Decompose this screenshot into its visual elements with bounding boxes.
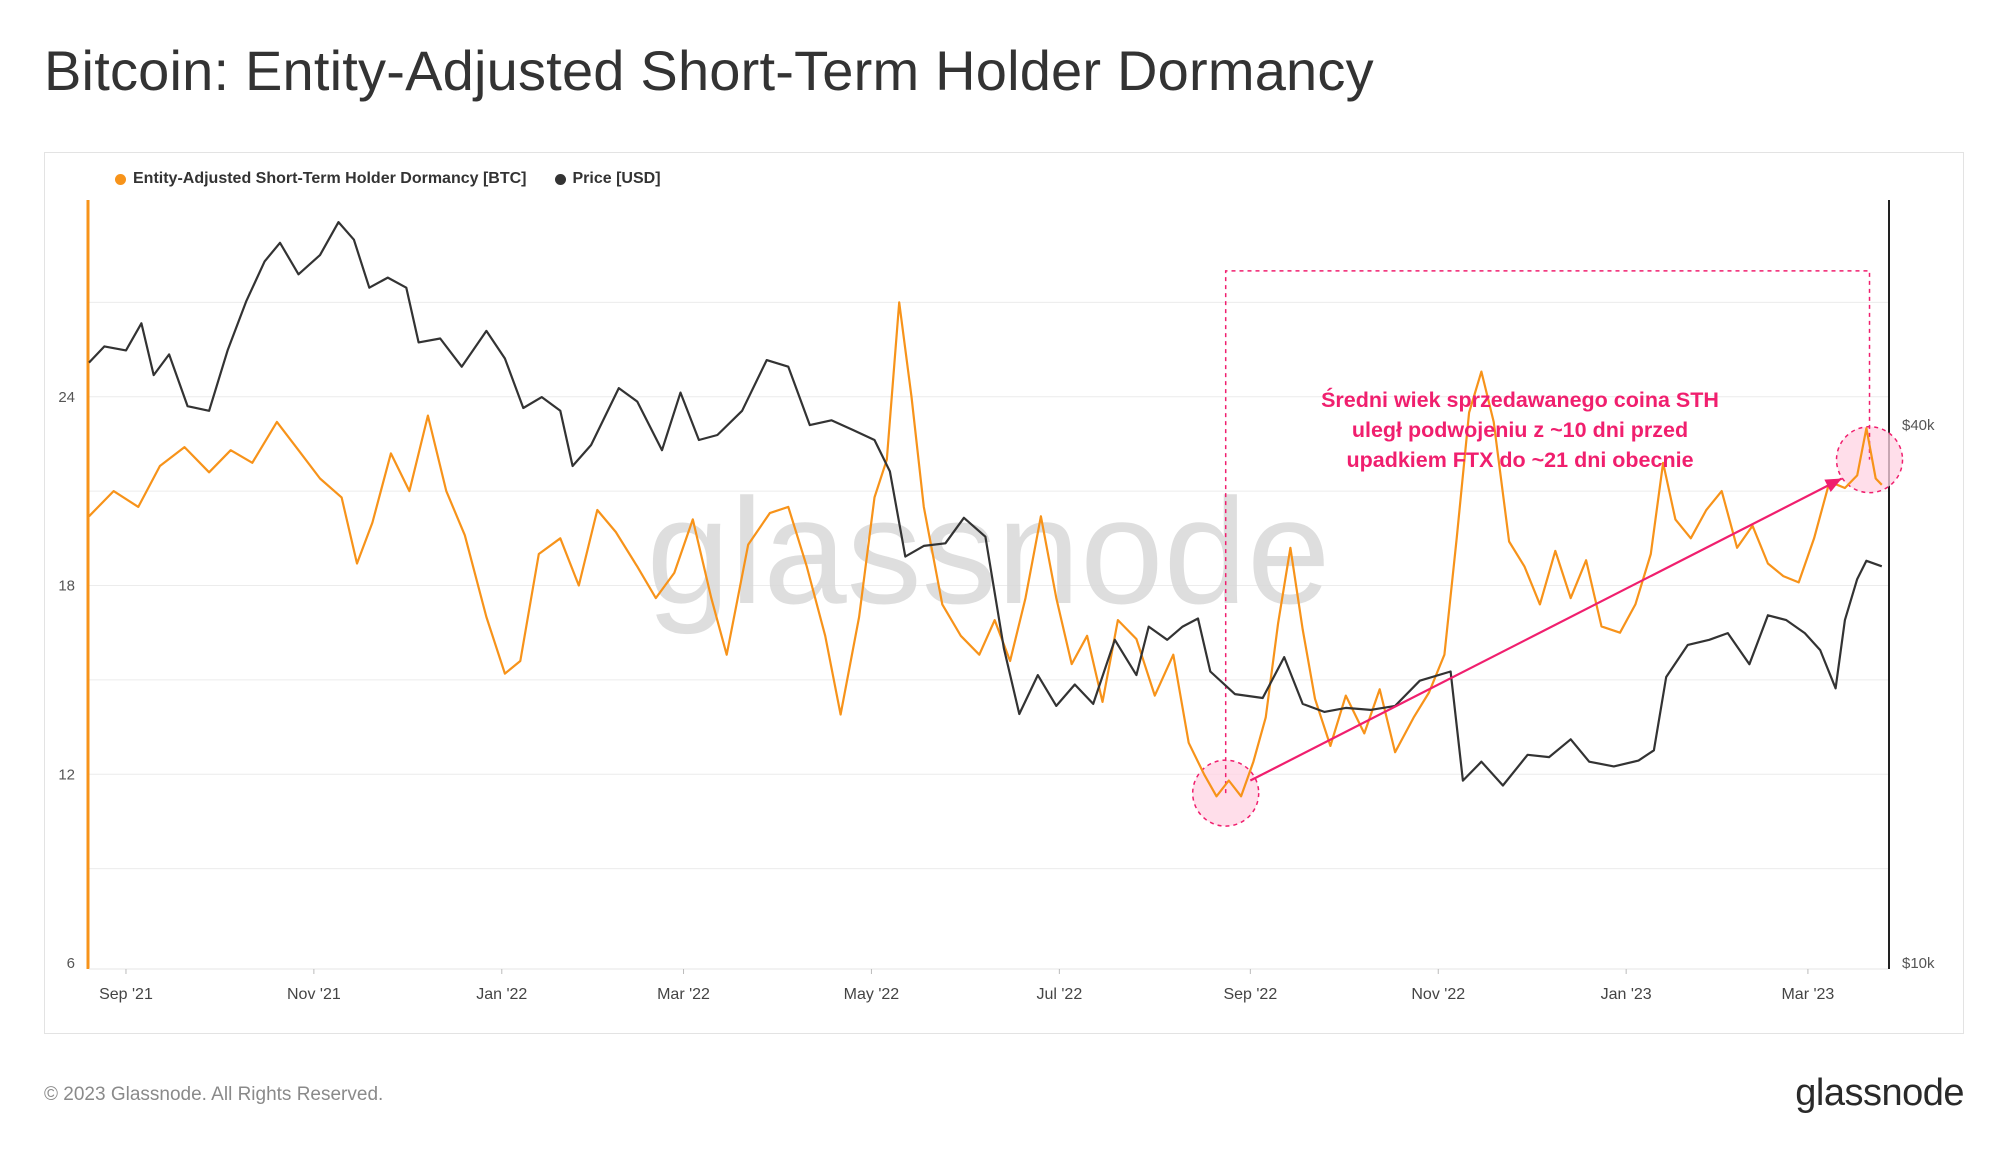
legend-item-price[interactable]: Price [USD] xyxy=(554,170,661,188)
x-tick-label: Mar '22 xyxy=(657,986,710,1003)
legend-dot-dormancy xyxy=(115,173,126,185)
x-tick-label: Nov '22 xyxy=(1411,986,1465,1003)
x-tick-label: Jan '23 xyxy=(1601,986,1652,1003)
x-tick-label: Nov '21 xyxy=(287,986,341,1003)
footer-copyright: © 2023 Glassnode. All Rights Reserved. xyxy=(44,1084,384,1105)
y-right-tick-label: $10k xyxy=(1902,955,1935,972)
annotation-text: Średni wiek sprzedawanego coina STH uleg… xyxy=(1321,388,1719,472)
legend-label-price: Price [USD] xyxy=(572,170,661,187)
y-left-tick-label: 6 xyxy=(67,955,75,972)
price-series-line xyxy=(88,221,1883,787)
x-tick-label: Sep '22 xyxy=(1223,986,1277,1003)
footer-brand-logo: glassnode xyxy=(1795,1072,1964,1114)
legend-dot-price xyxy=(554,173,566,185)
x-tick-label: May '22 xyxy=(844,986,900,1003)
y-left-tick-label: 12 xyxy=(58,766,75,783)
x-tick-label: Jan '22 xyxy=(476,986,527,1003)
x-tick-label: Jul '22 xyxy=(1036,986,1082,1003)
annotation-arrow-head xyxy=(1824,478,1842,493)
page-title: Bitcoin: Entity-Adjusted Short-Term Hold… xyxy=(44,39,1374,102)
y-right-tick-label: $40k xyxy=(1902,417,1935,434)
y-left-tick-label: 18 xyxy=(58,578,75,595)
x-tick-label: Sep '21 xyxy=(99,986,153,1003)
dormancy-series-line xyxy=(88,301,1883,798)
y-left-tick-label: 24 xyxy=(58,389,75,406)
chart-legend: Entity-Adjusted Short-Term Holder Dorman… xyxy=(115,153,661,205)
legend-item-dormancy[interactable]: Entity-Adjusted Short-Term Holder Dorman… xyxy=(115,170,527,188)
annotation-arrow-line xyxy=(1249,477,1843,782)
legend-label-dormancy: Entity-Adjusted Short-Term Holder Dorman… xyxy=(133,170,527,187)
x-tick-label: Mar '23 xyxy=(1781,986,1834,1003)
chart-frame: Entity-Adjusted Short-Term Holder Dorman… xyxy=(44,152,1964,1034)
